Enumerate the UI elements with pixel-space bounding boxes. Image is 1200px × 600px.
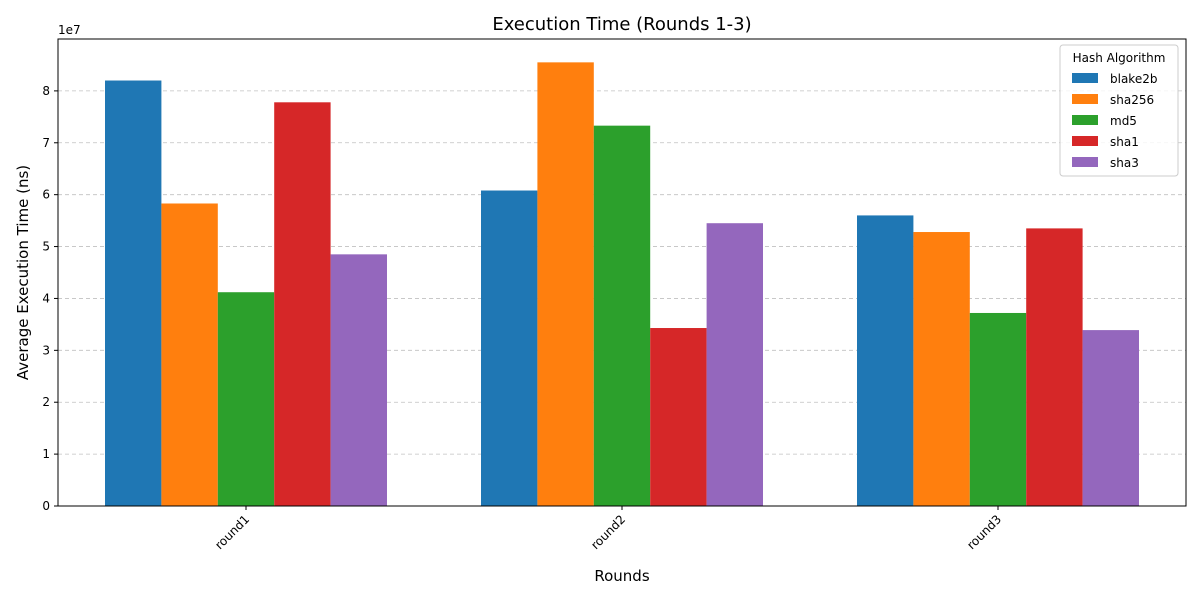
chart-title: Execution Time (Rounds 1-3)	[492, 14, 751, 35]
bar-sha1-round1	[274, 102, 331, 506]
legend-label-md5: md5	[1110, 114, 1137, 128]
bar-sha256-round2	[537, 62, 594, 506]
legend-swatch-blake2b	[1072, 73, 1098, 83]
bar-blake2b-round1	[105, 80, 162, 506]
y-tick-label: 4	[42, 291, 50, 305]
legend-label-sha3: sha3	[1110, 156, 1139, 170]
bar-sha256-round1	[161, 203, 218, 506]
bars	[105, 62, 1139, 506]
y-tick-label: 8	[42, 84, 50, 98]
bar-sha3-round1	[330, 254, 387, 506]
legend-swatch-sha256	[1072, 94, 1098, 104]
y-axis-title: Average Execution Time (ns)	[14, 165, 32, 380]
y-tick-label: 7	[42, 136, 50, 150]
y-tick-label: 1	[42, 447, 50, 461]
bar-sha3-round2	[706, 223, 763, 506]
legend: Hash Algorithm blake2b sha256 md5 sha1 sha3	[1059, 44, 1179, 177]
y-tick-label: 5	[42, 240, 50, 254]
y-tick-label: 0	[42, 499, 50, 513]
bar-sha1-round2	[650, 328, 707, 506]
legend-swatch-sha1	[1072, 136, 1098, 146]
legend-title: Hash Algorithm	[1073, 51, 1166, 65]
y-axis-exponent: 1e7	[58, 23, 81, 37]
legend-label-sha256: sha256	[1110, 93, 1154, 107]
bar-md5-round1	[217, 292, 275, 506]
y-tick-label: 2	[42, 395, 50, 409]
x-tick-label: round3	[964, 512, 1004, 552]
bar-sha3-round3	[1082, 330, 1139, 506]
x-axis-title: Rounds	[594, 567, 649, 585]
legend-label-blake2b: blake2b	[1110, 72, 1157, 86]
bar-sha256-round3	[913, 232, 970, 506]
bar-md5-round3	[969, 312, 1027, 506]
legend-items: blake2b sha256 md5 sha1 sha3	[1072, 72, 1157, 170]
bar-blake2b-round2	[481, 190, 538, 506]
bar-blake2b-round3	[857, 215, 914, 506]
legend-swatch-md5	[1072, 115, 1098, 125]
x-tick-label: round1	[212, 512, 252, 552]
legend-label-sha1: sha1	[1110, 135, 1139, 149]
y-tick-label: 6	[42, 188, 50, 202]
y-tick-label: 3	[42, 343, 50, 357]
bar-sha1-round3	[1026, 228, 1083, 506]
bar-md5-round2	[593, 125, 651, 506]
x-tick-label: round2	[588, 512, 628, 552]
legend-swatch-sha3	[1072, 157, 1098, 167]
